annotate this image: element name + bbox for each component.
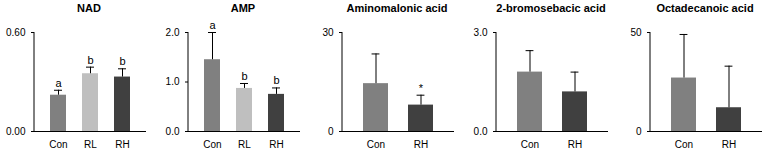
- svg-text:RH: RH: [115, 139, 129, 150]
- svg-text:2.0: 2.0: [166, 27, 180, 38]
- svg-text:RH: RH: [269, 139, 283, 150]
- svg-text:0.0: 0.0: [474, 126, 488, 137]
- svg-text:50: 50: [630, 27, 642, 38]
- svg-text:0: 0: [636, 126, 642, 137]
- html-text:2-bromosebacic acid: 2-bromosebacic acid: [496, 2, 606, 14]
- svg-text:Con: Con: [367, 139, 385, 150]
- svg-text:3.0: 3.0: [474, 27, 488, 38]
- svg-text:a: a: [55, 77, 62, 89]
- svg-text:b: b: [241, 70, 247, 82]
- svg-text:Con: Con: [521, 139, 539, 150]
- svg-text:0.0: 0.0: [166, 126, 180, 137]
- svg-text:Con: Con: [203, 139, 221, 150]
- svg-text:b: b: [87, 54, 93, 66]
- svg-text:RL: RL: [84, 139, 97, 150]
- html-text:Aminomalonic acid: Aminomalonic acid: [346, 2, 448, 14]
- html-text:AMP: AMP: [230, 2, 256, 14]
- svg-text:RH: RH: [568, 139, 582, 150]
- svg-text:30: 30: [322, 27, 334, 38]
- svg-text:*: *: [419, 82, 424, 94]
- svg-text:1.0: 1.0: [166, 76, 180, 87]
- svg-text:RH: RH: [722, 139, 736, 150]
- svg-text:b: b: [119, 55, 125, 67]
- svg-text:0.00: 0.00: [6, 126, 26, 137]
- svg-text:a: a: [209, 19, 216, 31]
- svg-text:RL: RL: [238, 139, 251, 150]
- svg-text:Con: Con: [49, 139, 67, 150]
- svg-text:RH: RH: [414, 139, 428, 150]
- svg-text:b: b: [273, 74, 279, 86]
- html-text:Octadecanoic acid: Octadecanoic acid: [656, 2, 754, 14]
- svg-text:Con: Con: [675, 139, 693, 150]
- svg-text:0: 0: [328, 126, 334, 137]
- svg-text:0.60: 0.60: [6, 27, 26, 38]
- html-text:NAD: NAD: [77, 2, 101, 14]
